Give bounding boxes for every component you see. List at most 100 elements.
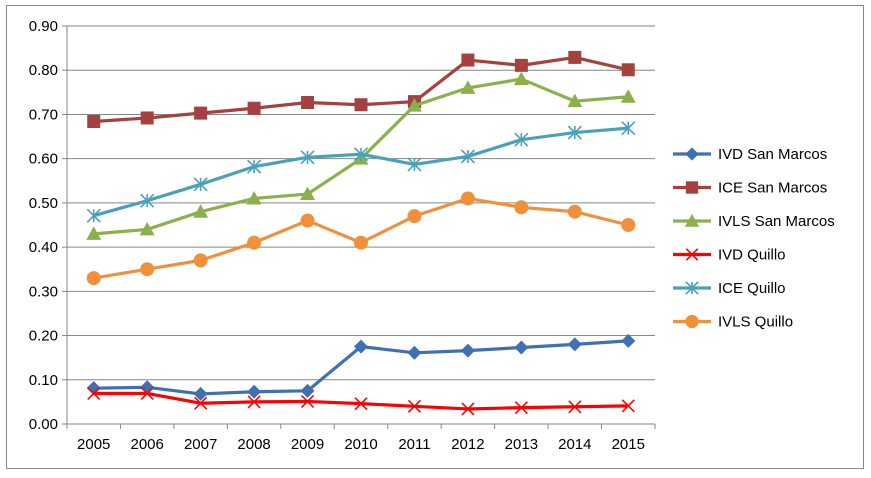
- y-tick-label: 0.50: [29, 195, 58, 212]
- data-point: [247, 384, 262, 399]
- series-lines: [86, 50, 636, 416]
- series-ice-san-marcos: [87, 50, 635, 129]
- data-point: [86, 208, 101, 223]
- y-tick-label: 0.80: [29, 62, 58, 79]
- data-point: [247, 395, 261, 409]
- series-ice-quillo: [86, 121, 636, 223]
- legend-item: IVD Quillo: [673, 247, 786, 264]
- x-tick-label: 2006: [130, 436, 163, 453]
- data-point: [301, 96, 315, 110]
- data-point: [461, 53, 475, 67]
- gridlines: [67, 25, 655, 381]
- data-point: [86, 381, 101, 396]
- legend-label: IVLS Quillo: [718, 314, 793, 331]
- data-point: [568, 400, 582, 414]
- legend-label: ICE San Marcos: [718, 180, 827, 197]
- legend-item: IVLS San Marcos: [673, 213, 835, 230]
- data-point: [300, 383, 315, 398]
- y-tick-label: 0.60: [29, 151, 58, 168]
- data-point: [513, 71, 529, 86]
- y-tick-label: 0.20: [29, 328, 58, 345]
- series-ivd-quillo: [87, 386, 635, 416]
- data-point: [193, 253, 208, 268]
- data-point: [194, 396, 208, 410]
- data-point: [246, 190, 262, 205]
- data-point: [193, 204, 209, 218]
- data-point: [354, 98, 368, 112]
- data-point: [621, 63, 635, 77]
- data-point: [514, 340, 529, 355]
- data-point: [407, 345, 422, 360]
- y-tick-label: 0.30: [29, 283, 58, 300]
- legend-item: ICE San Marcos: [673, 180, 827, 197]
- data-point: [300, 213, 315, 228]
- data-point: [354, 339, 368, 354]
- data-point: [620, 89, 636, 103]
- x-tick-label: 2008: [237, 436, 270, 453]
- data-point: [460, 191, 475, 206]
- data-point: [87, 386, 101, 401]
- series-ivls-quillo: [86, 191, 636, 286]
- legend: IVD San Marcos ICE San Marcos IVLS San Mar…: [673, 146, 835, 331]
- legend-label: IVD San Marcos: [718, 146, 827, 163]
- data-point: [685, 281, 699, 295]
- data-point: [247, 159, 262, 174]
- data-point: [300, 394, 315, 409]
- data-point: [300, 186, 316, 201]
- x-tick-label: 2015: [612, 436, 645, 453]
- data-point: [140, 111, 154, 125]
- data-point: [407, 399, 422, 413]
- legend-item: IVD San Marcos: [673, 146, 827, 163]
- data-point: [685, 248, 699, 261]
- data-point: [354, 235, 368, 250]
- data-point: [86, 226, 102, 240]
- data-point: [87, 115, 101, 129]
- data-point: [568, 50, 582, 64]
- data-point: [353, 147, 369, 162]
- data-point: [247, 235, 262, 250]
- data-point: [140, 193, 155, 208]
- series-line: [93, 391, 629, 411]
- y-tick-label: 0.40: [29, 239, 58, 256]
- data-point: [300, 150, 315, 165]
- x-tick-label: 2012: [451, 436, 484, 453]
- legend-label: ICE Quillo: [718, 280, 786, 297]
- data-point: [621, 399, 635, 413]
- data-point: [567, 93, 583, 108]
- x-tick-label: 2011: [398, 436, 430, 453]
- x-tick-label: 2014: [558, 436, 591, 453]
- data-point: [407, 157, 422, 172]
- data-point: [407, 209, 422, 224]
- legend-item: ICE Quillo: [673, 280, 786, 297]
- data-point: [247, 101, 261, 115]
- y-tick-label: 0.90: [29, 18, 58, 35]
- data-point: [621, 121, 636, 136]
- line-chart: 0.00 0.10 0.20 0.30 0.40 0.50 0.60 0.70 0.80 0.90…: [29, 18, 835, 453]
- data-point: [514, 132, 529, 147]
- legend-label: IVD Quillo: [718, 247, 786, 264]
- data-point: [461, 402, 475, 416]
- data-point: [139, 221, 155, 236]
- data-point: [567, 204, 582, 219]
- data-point: [140, 262, 155, 277]
- data-point: [621, 218, 636, 232]
- data-point: [567, 125, 582, 140]
- data-point: [86, 271, 101, 286]
- data-point: [194, 106, 208, 120]
- x-tick-label: 2007: [184, 436, 217, 453]
- x-tick-label: 2005: [77, 436, 110, 453]
- data-point: [140, 386, 154, 401]
- data-point: [193, 177, 208, 192]
- data-point: [567, 337, 582, 352]
- data-point: [460, 80, 476, 94]
- data-point: [406, 98, 422, 112]
- data-point: [460, 343, 475, 358]
- x-tick-label: 2013: [505, 436, 538, 453]
- chart-frame: 0.00 0.10 0.20 0.30 0.40 0.50 0.60 0.70 0.80 0.90…: [6, 5, 864, 469]
- x-tick-labels: 2005 2006 2007 2008 2009 2010 2011 2012 2013 2014…: [77, 436, 645, 453]
- data-point: [621, 333, 636, 348]
- series-ivd-san-marcos: [86, 333, 636, 401]
- data-point: [514, 200, 529, 215]
- data-point: [685, 181, 699, 194]
- data-point: [685, 314, 699, 329]
